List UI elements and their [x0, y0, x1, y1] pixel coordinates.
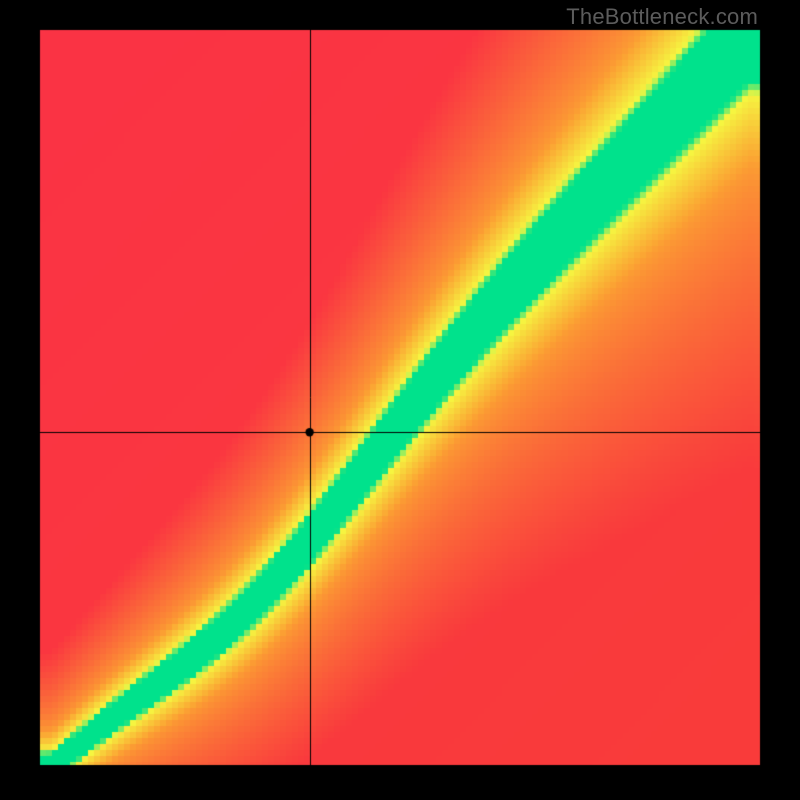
heatmap-canvas: [0, 0, 800, 800]
chart-container: TheBottleneck.com: [0, 0, 800, 800]
watermark-text: TheBottleneck.com: [566, 4, 758, 30]
